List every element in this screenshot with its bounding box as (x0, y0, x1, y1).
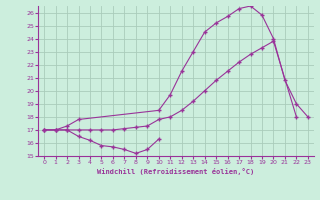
X-axis label: Windchill (Refroidissement éolien,°C): Windchill (Refroidissement éolien,°C) (97, 168, 255, 175)
